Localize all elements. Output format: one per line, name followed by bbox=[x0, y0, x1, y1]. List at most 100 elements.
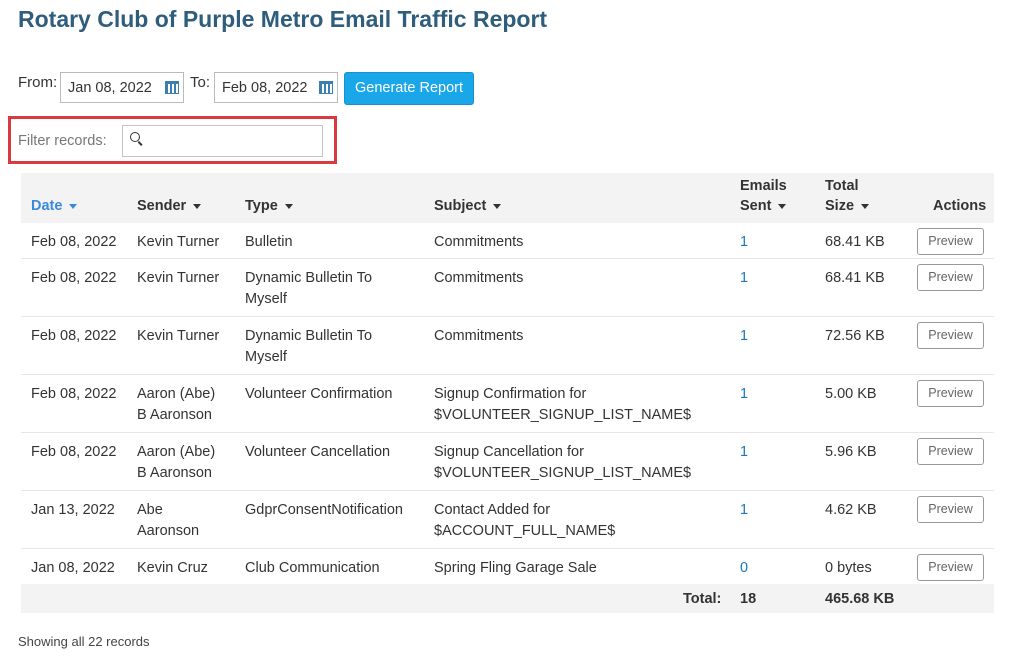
sender-line: B Aaronson bbox=[137, 465, 212, 481]
table-footer: Total: 18 465.68 KB bbox=[21, 584, 994, 613]
sender-line: Aaron (Abe) bbox=[137, 386, 216, 402]
total-size: 465.68 KB bbox=[825, 591, 895, 607]
sender-line: Kevin Turner bbox=[137, 234, 220, 250]
subject-line: Commitments bbox=[434, 234, 524, 250]
to-date-value: Feb 08, 2022 bbox=[222, 80, 308, 96]
column-header-actions: Actions bbox=[933, 198, 987, 214]
emails-sent-link[interactable]: 0 bbox=[740, 560, 749, 576]
records-count: Showing all 22 records bbox=[18, 634, 150, 649]
subject-line: Contact Added for bbox=[434, 502, 551, 518]
subject-cell: Commitments bbox=[434, 268, 523, 289]
table-row: Jan 08, 2022 Kevin Cruz Club Communicati… bbox=[21, 549, 994, 584]
column-header-sender[interactable]: Sender bbox=[137, 196, 202, 216]
table-header: Date Sender Type Subject Emails Sent Tota… bbox=[21, 173, 994, 223]
column-header-label: Size bbox=[825, 198, 855, 214]
emails-sent-link[interactable]: 1 bbox=[740, 234, 749, 250]
sort-caret-icon bbox=[493, 203, 502, 209]
type-line: Dynamic Bulletin To bbox=[245, 328, 373, 344]
type-line: Volunteer Cancellation bbox=[245, 444, 391, 460]
date-cell: Feb 08, 2022 bbox=[31, 328, 117, 344]
preview-button[interactable]: Preview bbox=[917, 438, 984, 465]
type-line: Volunteer Confirmation bbox=[245, 386, 393, 402]
filter-records-label: Filter records: bbox=[18, 133, 107, 149]
total-size-cell: 0 bytes bbox=[825, 560, 872, 576]
column-header-label: Emails bbox=[740, 178, 787, 194]
table-row: Jan 13, 2022 Abe Aaronson GdprConsentNoti… bbox=[21, 491, 994, 549]
generate-report-button[interactable]: Generate Report bbox=[344, 72, 474, 105]
column-header-label: Date bbox=[31, 198, 63, 214]
sender-line: B Aaronson bbox=[137, 407, 212, 423]
column-header-total-size[interactable]: Total Size bbox=[825, 176, 870, 216]
calendar-icon[interactable] bbox=[165, 81, 179, 94]
type-cell: Dynamic Bulletin To Myself bbox=[245, 326, 372, 368]
sender-cell: Kevin Turner bbox=[137, 268, 219, 289]
type-cell: Dynamic Bulletin To Myself bbox=[245, 268, 372, 310]
total-emails-sent: 18 bbox=[740, 591, 757, 607]
type-line: Myself bbox=[245, 291, 287, 307]
total-size-cell: 4.62 KB bbox=[825, 502, 877, 518]
column-header-type[interactable]: Type bbox=[245, 196, 293, 216]
sender-line: Kevin Cruz bbox=[137, 560, 208, 576]
subject-line: Signup Cancellation for bbox=[434, 444, 584, 460]
sender-line: Kevin Turner bbox=[137, 328, 220, 344]
type-cell: Club Communication bbox=[245, 558, 380, 579]
filter-records-input[interactable] bbox=[122, 125, 323, 157]
page-title: Rotary Club of Purple Metro Email Traffi… bbox=[18, 6, 548, 32]
preview-button[interactable]: Preview bbox=[917, 380, 984, 407]
table-row: Feb 08, 2022 Kevin Turner Dynamic Bullet… bbox=[21, 259, 994, 317]
subject-line: Commitments bbox=[434, 270, 524, 286]
type-cell: Volunteer Cancellation bbox=[245, 442, 390, 463]
sender-cell: Aaron (Abe) B Aaronson bbox=[137, 442, 215, 484]
subject-line: $ACCOUNT_FULL_NAME$ bbox=[434, 523, 616, 539]
sort-caret-icon bbox=[284, 203, 293, 209]
emails-sent-link[interactable]: 1 bbox=[740, 444, 749, 460]
column-header-label: Total bbox=[825, 178, 859, 194]
from-date-input[interactable]: Jan 08, 2022 bbox=[60, 72, 184, 103]
sort-caret-icon bbox=[861, 203, 870, 209]
sender-cell: Kevin Turner bbox=[137, 232, 219, 253]
from-date-value: Jan 08, 2022 bbox=[68, 80, 152, 96]
to-date-input[interactable]: Feb 08, 2022 bbox=[214, 72, 338, 103]
preview-button[interactable]: Preview bbox=[917, 264, 984, 291]
sender-cell: Kevin Turner bbox=[137, 326, 219, 347]
sender-line: Aaron (Abe) bbox=[137, 444, 216, 460]
sender-cell: Aaron (Abe) B Aaronson bbox=[137, 384, 215, 426]
type-line: Club Communication bbox=[245, 560, 380, 576]
column-header-emails-sent[interactable]: Emails Sent bbox=[740, 176, 787, 216]
type-cell: Volunteer Confirmation bbox=[245, 384, 393, 405]
column-header-subject[interactable]: Subject bbox=[434, 196, 502, 216]
column-header-label: Sent bbox=[740, 198, 772, 214]
type-line: GdprConsentNotification bbox=[245, 502, 403, 518]
subject-cell: Signup Cancellation for $VOLUNTEER_SIGNUP… bbox=[434, 442, 691, 484]
email-traffic-table: Date Sender Type Subject Emails Sent Tota… bbox=[21, 173, 994, 613]
subject-line: $VOLUNTEER_SIGNUP_LIST_NAME$ bbox=[434, 465, 692, 481]
preview-button[interactable]: Preview bbox=[917, 322, 984, 349]
type-line: Bulletin bbox=[245, 234, 293, 250]
emails-sent-link[interactable]: 1 bbox=[740, 270, 749, 286]
column-header-label: Subject bbox=[434, 198, 487, 214]
sender-line: Kevin Turner bbox=[137, 270, 220, 286]
total-size-cell: 72.56 KB bbox=[825, 328, 885, 344]
column-header-date[interactable]: Date bbox=[31, 196, 78, 216]
table-row: Feb 08, 2022 Aaron (Abe) B Aaronson Volun… bbox=[21, 433, 994, 491]
to-label: To: bbox=[190, 74, 211, 91]
type-cell: GdprConsentNotification bbox=[245, 500, 403, 521]
search-icon bbox=[130, 132, 140, 142]
total-label: Total: bbox=[683, 591, 722, 607]
total-size-cell: 68.41 KB bbox=[825, 234, 885, 250]
sender-cell: Abe Aaronson bbox=[137, 500, 199, 542]
subject-cell: Commitments bbox=[434, 232, 523, 253]
calendar-icon[interactable] bbox=[319, 81, 333, 94]
column-header-label: Type bbox=[245, 198, 278, 214]
preview-button[interactable]: Preview bbox=[917, 554, 984, 581]
emails-sent-link[interactable]: 1 bbox=[740, 386, 749, 402]
subject-line: Commitments bbox=[434, 328, 524, 344]
sort-caret-icon bbox=[69, 203, 78, 209]
sender-line: Aaronson bbox=[137, 523, 200, 539]
emails-sent-link[interactable]: 1 bbox=[740, 328, 749, 344]
type-cell: Bulletin bbox=[245, 232, 293, 253]
preview-button[interactable]: Preview bbox=[917, 496, 984, 523]
date-cell: Feb 08, 2022 bbox=[31, 234, 117, 250]
emails-sent-link[interactable]: 1 bbox=[740, 502, 749, 518]
preview-button[interactable]: Preview bbox=[917, 228, 984, 255]
